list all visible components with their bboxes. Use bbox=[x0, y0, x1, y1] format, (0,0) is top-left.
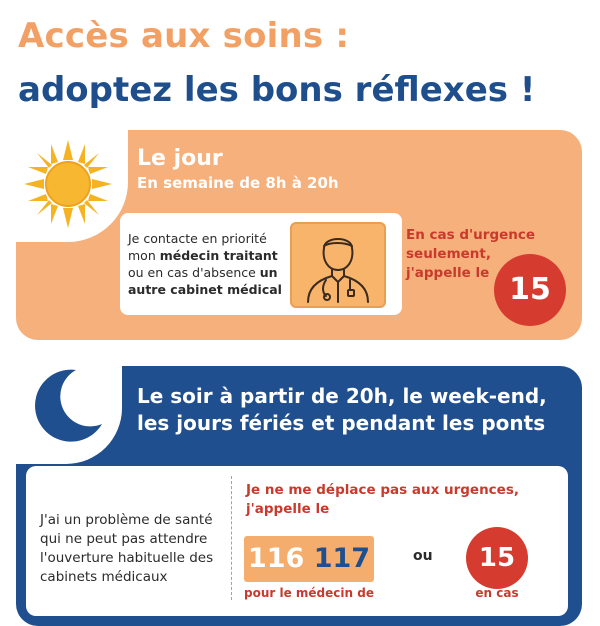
sun-icon bbox=[24, 140, 112, 228]
day-instruction-text: Je contacte en priorité mon médecin trai… bbox=[128, 230, 288, 298]
or-label: ou bbox=[413, 548, 433, 564]
number-116117-badge: 116 117 bbox=[244, 536, 374, 582]
day-urgent-text: En cas d'urgence seulement, j'appelle le bbox=[406, 226, 556, 283]
night-emergency-15-badge: 15 bbox=[466, 527, 528, 589]
night-title-line-2: les jours fériés et pendant les ponts bbox=[137, 411, 546, 435]
day-subtitle: En semaine de 8h à 20h bbox=[137, 174, 339, 192]
night-problem-text: J'ai un problème de santé qui ne peut pa… bbox=[40, 512, 214, 585]
night-urgent-text: Je ne me déplace pas aux urgences, j'app… bbox=[246, 481, 546, 519]
number-117: 117 bbox=[313, 543, 371, 574]
moon-icon bbox=[35, 369, 102, 442]
caption-15: en cas bbox=[475, 586, 519, 600]
day-urgent-line-3: j'appelle le bbox=[406, 265, 490, 281]
caption-116117: pour le médecin de bbox=[244, 586, 374, 600]
night-urgent-line-1: Je ne me déplace pas aux urgences, bbox=[246, 482, 520, 498]
dashed-divider bbox=[231, 476, 232, 600]
number-116: 116 bbox=[247, 543, 305, 574]
doctor-icon bbox=[307, 238, 369, 303]
night-title: Le soir à partir de 20h, le week-end, le… bbox=[137, 383, 547, 437]
emergency-15-badge: 15 bbox=[494, 254, 566, 326]
day-title: Le jour bbox=[137, 146, 223, 171]
night-card-corner bbox=[16, 366, 122, 464]
day-urgent-line-2: seulement, bbox=[406, 246, 492, 262]
day-urgent-line-1: En cas d'urgence bbox=[406, 227, 536, 243]
page-title-line-1: Accès aux soins : bbox=[18, 16, 350, 56]
day-text-part-2: ou en cas d'absence bbox=[128, 265, 260, 280]
day-text-bold-2: un autre cabinet médical bbox=[128, 265, 282, 297]
page-title-line-2: adoptez les bons réflexes ! bbox=[18, 70, 536, 110]
night-title-line-1: Le soir à partir de 20h, le week-end, bbox=[137, 384, 547, 408]
night-urgent-line-2: j'appelle le bbox=[246, 501, 330, 517]
day-text-bold-1: médecin traitant bbox=[159, 248, 278, 263]
day-text-part-1: Je contacte en priorité mon bbox=[128, 231, 267, 263]
